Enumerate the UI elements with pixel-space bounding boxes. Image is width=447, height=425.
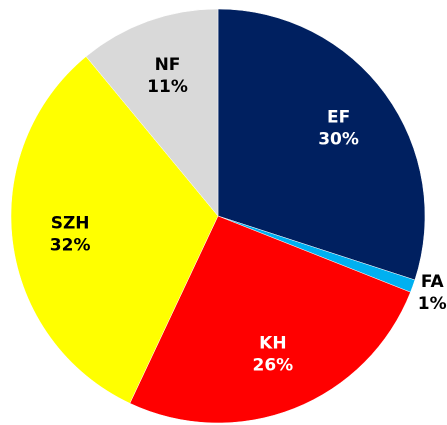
- pie-slice: [217, 8, 426, 281]
- slice-category: KH: [259, 334, 286, 354]
- pie-slice: [85, 8, 219, 217]
- slice-value-label: 32%: [50, 236, 91, 256]
- slice-category: EF: [327, 107, 350, 127]
- slice-value-label: 26%: [253, 356, 294, 376]
- slice-category: SZH: [51, 214, 90, 234]
- slice-label: FA1%: [418, 272, 447, 314]
- pie-slice: [129, 215, 411, 424]
- slice-category: NF: [155, 55, 181, 75]
- slice-category: FA: [421, 272, 445, 292]
- slice-value-label: 11%: [147, 77, 188, 97]
- slice-value-label: 1%: [418, 294, 447, 314]
- slice-value-label: 30%: [318, 129, 359, 149]
- pie-slice: [10, 56, 219, 404]
